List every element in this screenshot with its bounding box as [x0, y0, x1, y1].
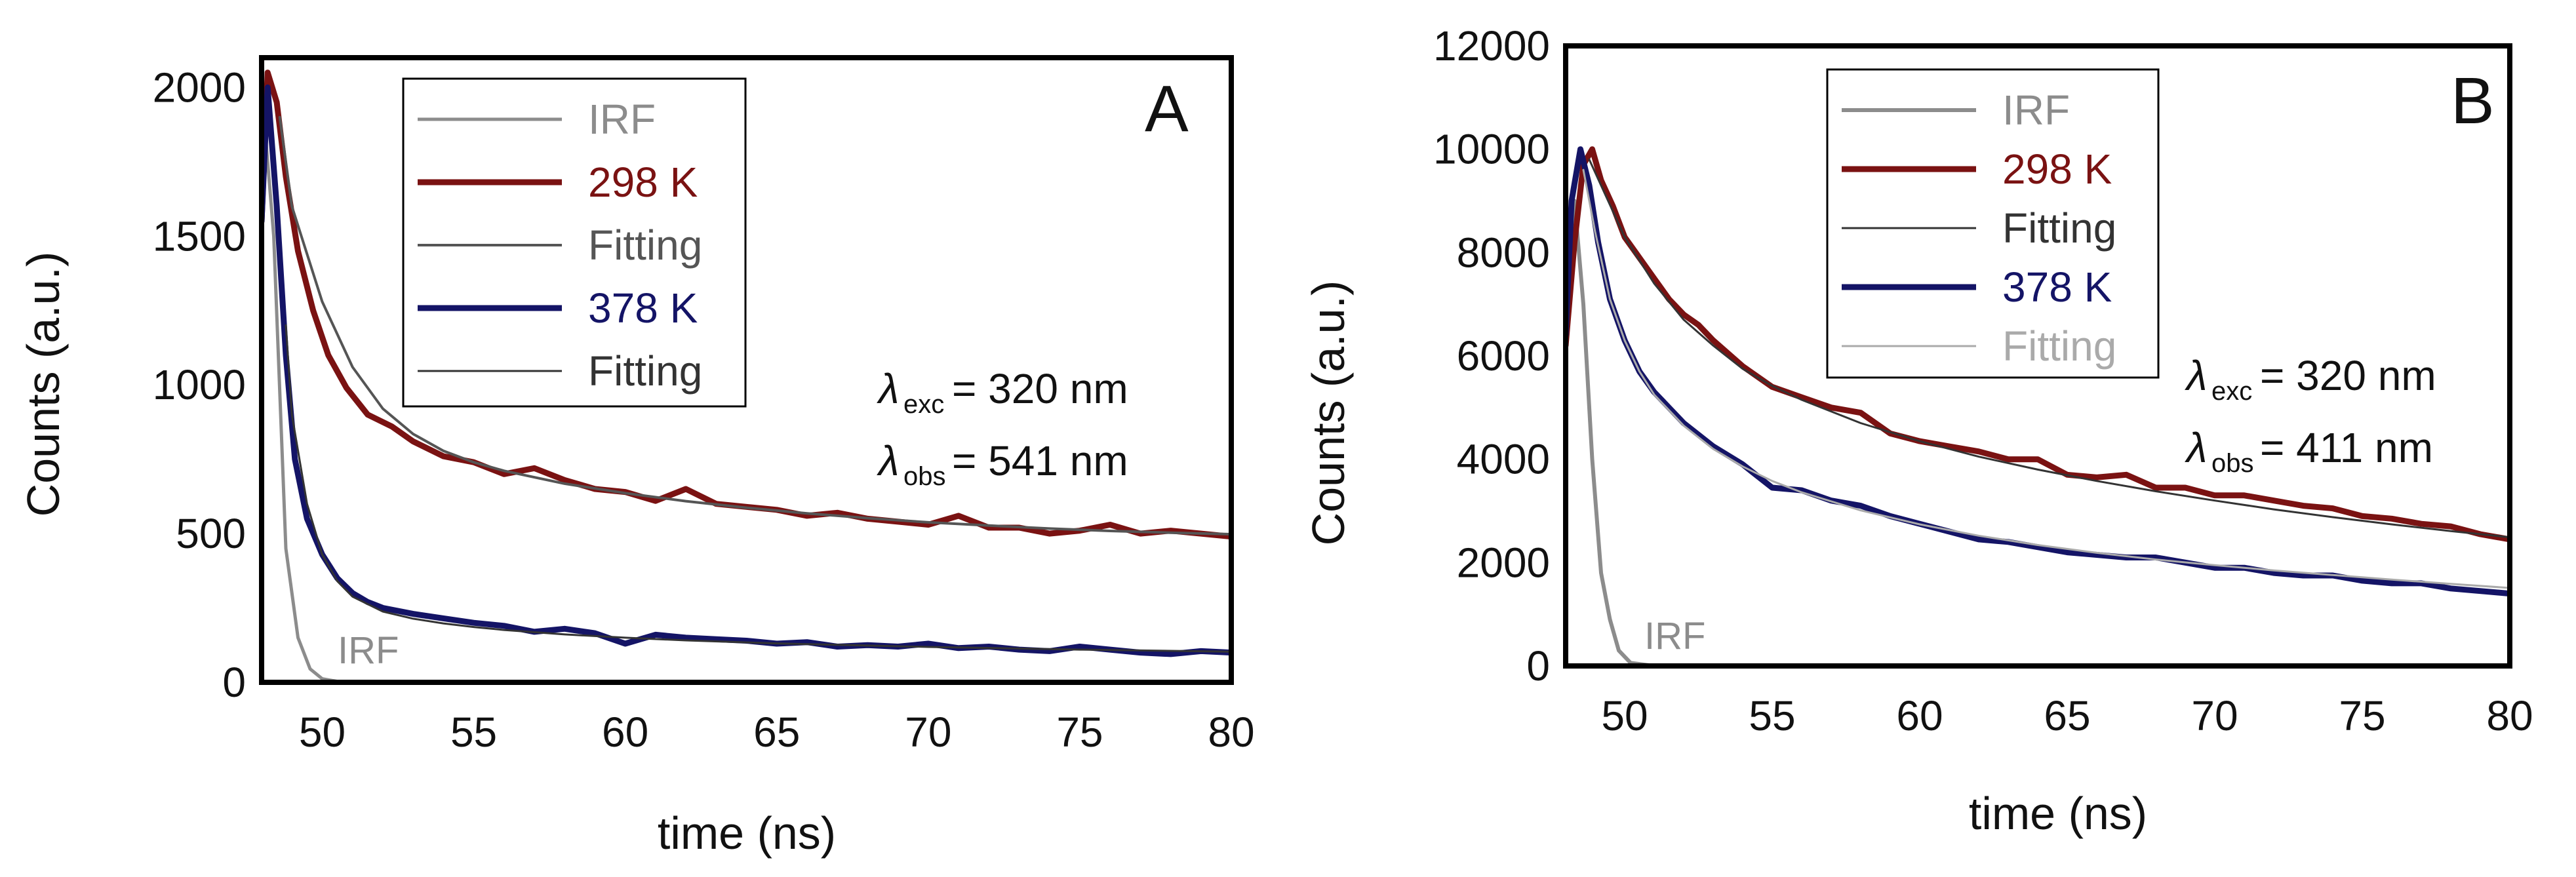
- panel-a-series-irf: [262, 85, 1231, 682]
- panel-b-x-tick-label: 65: [2044, 692, 2090, 739]
- panel-a-legend-label: 378 K: [588, 284, 698, 332]
- panel-a-x-tick-label: 65: [753, 709, 800, 756]
- panel-a-y-tick-label: 0: [222, 659, 246, 706]
- panel-b-legend-label: IRF: [2002, 87, 2070, 134]
- panel-a-x-tick-label: 60: [602, 709, 648, 756]
- panel-b-series-irf: [1566, 199, 2510, 666]
- panel-b-irf-label: IRF: [1644, 615, 1705, 657]
- panel-b-x-tick-label: 75: [2339, 692, 2385, 739]
- panel-b-y-tick-label: 2000: [1457, 539, 1550, 586]
- panel-a-y-tick-label: 1500: [153, 212, 246, 260]
- panel-b-lambda-obs-value: = 411 nm: [2260, 424, 2433, 471]
- panel-a-lambda-obs-sub: obs: [903, 462, 946, 491]
- panel-a-x-tick-label: 55: [450, 709, 497, 756]
- panel-b-legend-label: 298 K: [2002, 146, 2112, 193]
- panel-a-y-tick-label: 500: [176, 510, 246, 557]
- panel-a-legend: IRF 298 K Fitting 378 K Fitting: [402, 77, 747, 408]
- panel-b-lambda-exc-sub: exc: [2211, 377, 2252, 406]
- panel-b-series: [1566, 146, 2510, 666]
- panel-a-legend-label: Fitting: [588, 222, 702, 269]
- panel-b-frame: [1563, 43, 2512, 669]
- panel-b-lambda-obs-symbol: λ: [2185, 424, 2208, 471]
- panel-a-lambda-obs-value: = 541 nm: [952, 437, 1128, 484]
- panel-a-letter: A: [1145, 72, 1189, 146]
- panel-b-series-fitting-378-k: [1582, 168, 2510, 589]
- panel-a-y-ticks: 0 500 1000 1500 2000: [153, 64, 246, 706]
- panel-b-y-ticks: 0 2000 4000 6000 8000 10000 12000: [1433, 22, 1550, 690]
- panel-b-x-tick-label: 80: [2486, 692, 2533, 739]
- panel-a-legend-label: Fitting: [588, 347, 702, 395]
- panel-b-lambda-exc-symbol: λ: [2185, 352, 2208, 399]
- panel-b-lambda-obs-sub: obs: [2211, 449, 2254, 478]
- panel-a-legend-label: 298 K: [588, 159, 698, 206]
- panel-a-legend-entries: IRF 298 K Fitting 378 K Fitting: [418, 96, 702, 395]
- panel-b-chart: Counts (a.u.) time (ns) 0200040006000800…: [1303, 22, 2533, 839]
- panel-b-legend: IRF 298 K Fitting 378 K Fitting: [1826, 68, 2160, 379]
- panel-b-series-fitting-298-k: [1588, 158, 2510, 539]
- panel-b-x-tick-label: 60: [1896, 692, 1943, 739]
- panel-a-x-tick-label: 80: [1208, 709, 1254, 756]
- panel-a-y-axis-title: Counts (a.u.): [18, 252, 69, 517]
- panel-a-frame: [259, 55, 1234, 685]
- panel-a-x-tick-label: 75: [1056, 709, 1103, 756]
- panel-a-legend-box: [402, 77, 747, 408]
- panel-a-plot-area: IRF IRF 298 K Fitting 378 K Fitting A λ exc …: [259, 55, 1234, 685]
- panel-b-annotation: λ exc = 320 nm λ obs = 411 nm: [2185, 352, 2436, 478]
- panel-b-x-tick-label: 50: [1601, 692, 1648, 739]
- panel-a-lambda-obs-symbol: λ: [877, 437, 900, 484]
- panel-b-x-tick-label: 70: [2191, 692, 2238, 739]
- panel-a-lambda-exc-sub: exc: [903, 390, 944, 419]
- panel-a-y-tick-label: 2000: [153, 64, 246, 111]
- panel-a-legend-label: IRF: [588, 96, 656, 143]
- panel-a-series-fitting-298-k: [278, 115, 1231, 536]
- panel-a-lambda-exc-symbol: λ: [877, 365, 900, 412]
- panel-b-legend-label: 378 K: [2002, 263, 2112, 311]
- panel-b-y-tick-label: 10000: [1433, 126, 1550, 173]
- panel-b-y-tick-label: 12000: [1433, 22, 1550, 69]
- panel-b-legend-entries: IRF 298 K Fitting 378 K Fitting: [1842, 87, 2116, 370]
- panel-a-series: [262, 69, 1231, 682]
- panel-b-legend-label: Fitting: [2002, 322, 2116, 370]
- panel-b-x-tick-label: 55: [1749, 692, 1795, 739]
- panel-a-annotation: λ exc = 320 nm λ obs = 541 nm: [877, 365, 1128, 491]
- panel-a-x-ticks: 50 55 60 65 70 75 80: [299, 709, 1255, 756]
- panel-b-y-tick-label: 4000: [1457, 436, 1550, 483]
- panel-a-x-tick-label: 50: [299, 709, 346, 756]
- panel-b-y-tick-label: 6000: [1457, 332, 1550, 380]
- panel-b-letter: B: [2451, 64, 2495, 138]
- panel-b-y-tick-label: 8000: [1457, 229, 1550, 276]
- panel-b-x-axis-title: time (ns): [1969, 788, 2147, 839]
- panel-b-y-tick-label: 0: [1526, 642, 1550, 690]
- panel-a-y-tick-label: 1000: [153, 361, 246, 408]
- panel-a-series-298-k: [262, 69, 1231, 540]
- panel-a-series-fitting-378-k: [285, 324, 1231, 653]
- panel-a-lambda-exc-value: = 320 nm: [952, 365, 1128, 412]
- panel-b-lambda-exc-value: = 320 nm: [2260, 352, 2436, 399]
- panel-a-irf-label: IRF: [338, 629, 399, 672]
- panel-a-chart: Counts (a.u.) time (ns) 0 500 1000 1500 2000…: [18, 55, 1255, 859]
- panel-a-x-tick-label: 70: [905, 709, 951, 756]
- panel-b-legend-box: [1826, 68, 2160, 379]
- panel-b-plot-area: IRF IRF 298 K Fitting 378 K Fitting B λ exc …: [1563, 43, 2512, 669]
- panel-b-x-ticks: 50 55 60 65 70 75 80: [1601, 692, 2533, 739]
- panel-b-y-axis-title: Counts (a.u.): [1303, 281, 1354, 546]
- panel-b-legend-label: Fitting: [2002, 205, 2116, 252]
- panel-a-x-axis-title: time (ns): [658, 808, 836, 859]
